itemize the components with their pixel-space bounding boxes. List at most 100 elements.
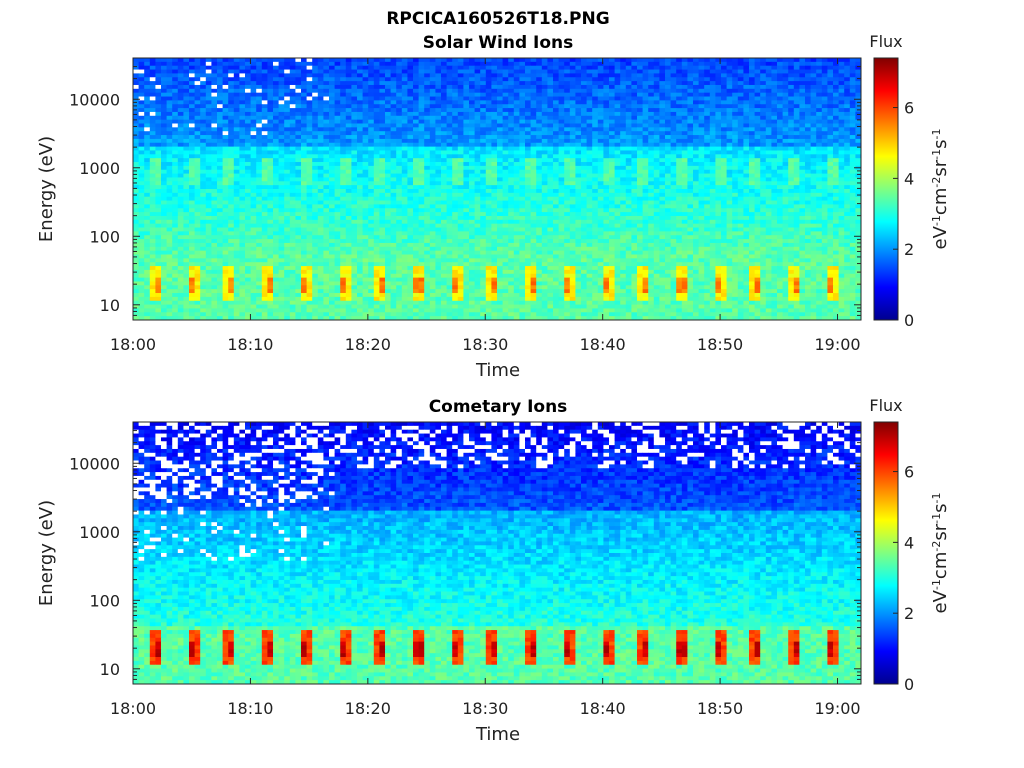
- heat-cell: [194, 142, 201, 148]
- heat-cell: [648, 162, 655, 167]
- heat-cell: [704, 150, 711, 155]
- heat-cell: [429, 135, 436, 140]
- heat-cell: [547, 58, 554, 63]
- heat-cell: [838, 65, 845, 70]
- heat-cell: [390, 58, 397, 63]
- heat-cell: [149, 77, 156, 82]
- heat-cell: [821, 96, 828, 101]
- heat-cell: [597, 185, 604, 190]
- heat-cell: [278, 69, 285, 74]
- heat-cell: [704, 119, 711, 124]
- heat-cell: [508, 69, 515, 74]
- heat-cell: [446, 154, 453, 159]
- heat-cell: [536, 111, 543, 117]
- heat-cell: [653, 146, 660, 151]
- heat-cell: [603, 189, 610, 194]
- heat-cell: [233, 108, 240, 113]
- heat-cell: [749, 200, 755, 205]
- heat-cell: [659, 65, 666, 70]
- heat-cell: [558, 150, 565, 155]
- heat-cell: [760, 84, 767, 90]
- heat-cell: [855, 84, 862, 90]
- heat-cell: [340, 108, 347, 113]
- heat-cell: [189, 189, 195, 194]
- heat-cell: [172, 204, 179, 209]
- heat-cell: [519, 108, 526, 113]
- heat-cell: [765, 115, 772, 121]
- heat-cell: [368, 58, 375, 63]
- heat-cell: [609, 135, 615, 140]
- heat-cell: [385, 158, 391, 163]
- heat-cell: [284, 100, 291, 105]
- heat-cell: [161, 127, 167, 132]
- heat-cell: [418, 169, 425, 174]
- heat-cell: [558, 84, 565, 90]
- heat-cell: [441, 196, 447, 201]
- heat-cell: [653, 81, 660, 86]
- heat-cell: [491, 92, 498, 97]
- heat-cell: [480, 69, 487, 74]
- heat-cell: [502, 200, 509, 205]
- heat-cell: [782, 127, 789, 132]
- heat-cell: [614, 73, 621, 78]
- heat-cell: [289, 92, 296, 97]
- heat-cell: [222, 165, 229, 171]
- heat-cell: [340, 69, 347, 74]
- heat-cell: [609, 100, 615, 105]
- heat-cell: [334, 127, 341, 132]
- heat-cell: [446, 100, 453, 105]
- heat-cell: [715, 84, 722, 90]
- heat-cell: [323, 58, 330, 63]
- heat-cell: [620, 177, 627, 182]
- heat-cell: [211, 173, 218, 178]
- heat-cell: [687, 115, 694, 121]
- heat-cell: [177, 192, 184, 198]
- heat-cell: [519, 92, 526, 97]
- heat-cell: [396, 69, 403, 74]
- heat-cell: [530, 115, 537, 121]
- heat-cell: [166, 192, 173, 198]
- heat-cell: [273, 154, 279, 159]
- heat-cell: [749, 154, 755, 159]
- heat-cell: [575, 111, 582, 117]
- heat-cell: [547, 84, 554, 90]
- heat-cell: [457, 181, 464, 186]
- heat-cell: [777, 104, 783, 109]
- heat-cell: [760, 189, 767, 194]
- heat-cell: [239, 181, 246, 186]
- heat-cell: [149, 177, 156, 182]
- heat-cell: [530, 65, 537, 70]
- heat-cell: [177, 135, 184, 140]
- heat-cell: [760, 65, 767, 70]
- heat-cell: [788, 158, 795, 163]
- heat-cell: [502, 111, 509, 117]
- heat-cell: [267, 96, 274, 101]
- heat-cell: [161, 100, 167, 105]
- heat-cell: [329, 185, 335, 190]
- heat-cell: [452, 200, 459, 205]
- heat-cell: [547, 92, 554, 97]
- heat-cell: [855, 131, 862, 136]
- heat-cell: [777, 61, 783, 67]
- heat-cell: [799, 177, 806, 182]
- heat-cell: [681, 100, 688, 105]
- heat-cell: [418, 104, 425, 109]
- heat-cell: [463, 65, 470, 70]
- heat-cell: [401, 81, 408, 86]
- heat-cell: [642, 158, 649, 163]
- heat-cell: [525, 196, 531, 201]
- heat-cell: [345, 185, 352, 190]
- heat-cell: [295, 77, 302, 82]
- heat-cell: [513, 111, 520, 117]
- heat-cell: [637, 189, 643, 194]
- heat-cell: [530, 192, 537, 198]
- heat-cell: [217, 88, 223, 94]
- heat-cell: [849, 200, 856, 205]
- heat-cell: [491, 100, 498, 105]
- heat-cell: [547, 115, 554, 121]
- heat-cell: [133, 196, 139, 201]
- heat-cell: [698, 138, 705, 144]
- heat-cell: [592, 189, 599, 194]
- heat-cell: [172, 196, 179, 201]
